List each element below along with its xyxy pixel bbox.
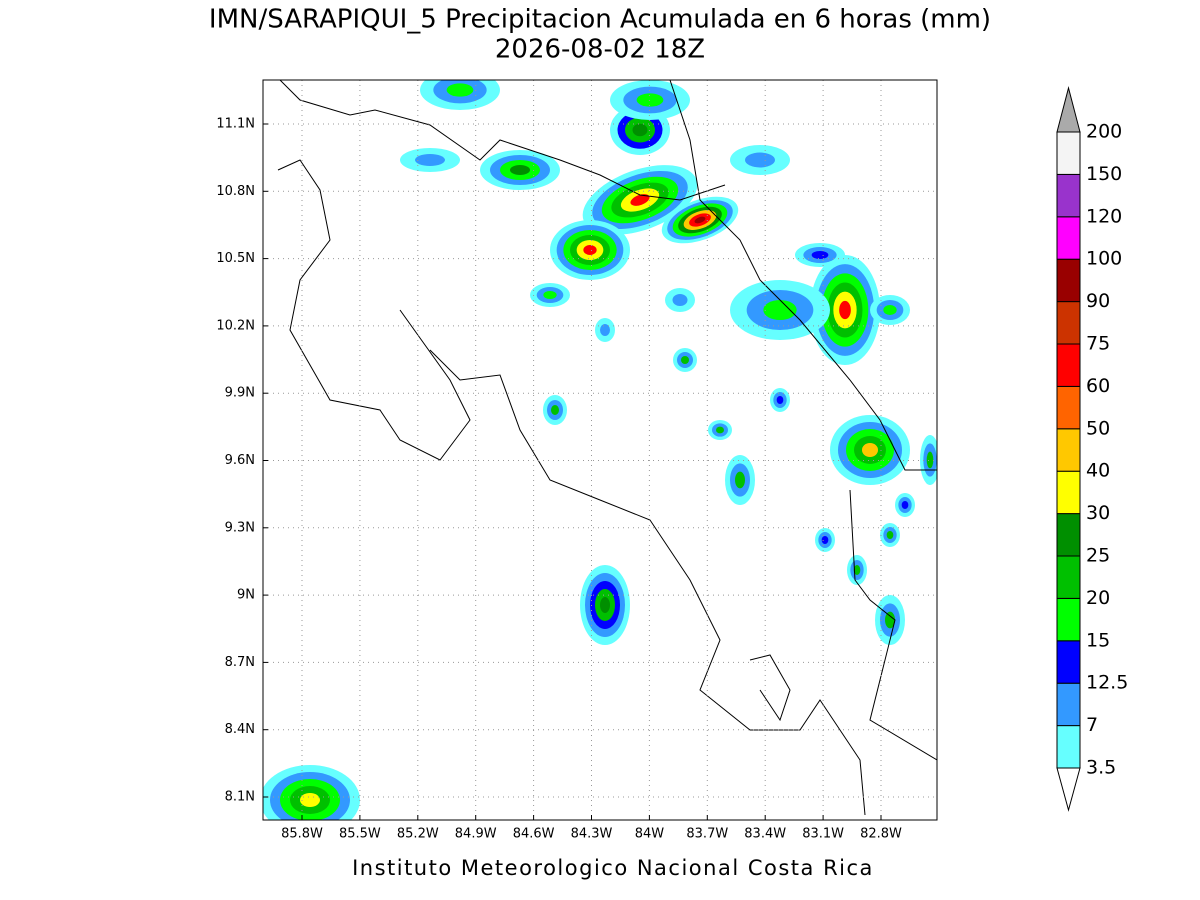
colorbar-label: 100 — [1086, 248, 1122, 270]
colorbar-swatch — [1056, 470, 1081, 515]
lon-label: 85.2W — [397, 827, 439, 842]
lon-label: 83.1W — [802, 827, 844, 842]
colorbar-swatch — [1056, 513, 1081, 557]
precip-area — [583, 245, 597, 255]
colorbar-label: 40 — [1086, 460, 1110, 482]
precip-area — [735, 471, 745, 489]
precip-area — [632, 123, 648, 137]
precip-area — [926, 451, 934, 469]
precip-area — [862, 443, 878, 457]
lat-label: 9.3N — [225, 520, 255, 535]
precip-area — [901, 501, 909, 509]
map-plot: 85.8W 85.5W 85.2W 84.9W 84.6W 84.3W 84W 83.7W 83… — [216, 79, 938, 842]
colorbar-label: 7 — [1086, 714, 1098, 736]
precip-area — [510, 165, 530, 175]
coastline — [277, 159, 471, 461]
lat-label: 11.1N — [216, 117, 255, 132]
lon-label: 85.5W — [339, 827, 381, 842]
precip-area — [600, 324, 610, 336]
precip-area — [672, 294, 688, 306]
colorbar-swatch — [1056, 301, 1081, 345]
subtitle: 2026-08-02 18Z — [495, 35, 705, 65]
lat-label: 8.1N — [225, 790, 255, 805]
precip-area — [300, 793, 320, 807]
colorbar-label: 60 — [1086, 375, 1110, 397]
colorbar-swatch — [1056, 555, 1081, 599]
colorbar-label: 3.5 — [1086, 757, 1116, 779]
colorbar-swatch — [1056, 640, 1081, 684]
colorbar-swatch — [1056, 173, 1081, 218]
precip-area — [551, 405, 559, 415]
colorbar-swatch — [1056, 682, 1081, 727]
precip-area — [839, 300, 851, 320]
precip-area — [694, 216, 706, 224]
lat-label: 10.8N — [216, 184, 255, 199]
colorbar-label: 25 — [1086, 545, 1110, 567]
precip-area — [776, 396, 784, 404]
lon-label: 83.4W — [744, 827, 786, 842]
lat-label: 9.9N — [225, 386, 255, 401]
colorbar-swatch — [1056, 385, 1081, 430]
colorbar: 3.5 7 12.5 15 20 25 30 40 50 60 75 90 100 120 150 200 — [1056, 86, 1128, 812]
colorbar-label: 20 — [1086, 587, 1110, 609]
precip-area — [446, 83, 474, 97]
precip-area — [883, 305, 897, 315]
precip-area — [821, 536, 829, 544]
coastline — [429, 349, 866, 816]
coastline — [669, 80, 937, 471]
map-content — [263, 80, 937, 820]
plot-frame — [262, 79, 938, 821]
coastline — [749, 654, 791, 722]
precip-area — [886, 531, 894, 539]
colorbar-label: 75 — [1086, 333, 1110, 355]
colorbar-swatch — [1056, 725, 1081, 769]
lat-label: 10.2N — [216, 318, 255, 333]
lon-label: 84W — [635, 827, 665, 842]
precip-area — [763, 300, 797, 320]
precip-area — [716, 426, 724, 434]
precip-area — [543, 291, 557, 299]
lat-label: 8.7N — [225, 655, 255, 670]
precip-area — [681, 356, 689, 364]
footer: Instituto Meteorologico Nacional Costa R… — [352, 856, 874, 880]
colorbar-label: 150 — [1086, 163, 1122, 185]
precip-area — [415, 154, 445, 166]
colorbar-label: 30 — [1086, 502, 1110, 524]
colorbar-swatch — [1056, 343, 1081, 387]
title: IMN/SARAPIQUI_5 Precipitacion Acumulada … — [209, 5, 991, 35]
colorbar-label: 120 — [1086, 205, 1122, 227]
lon-label: 84.3W — [571, 827, 613, 842]
precip-area — [630, 194, 650, 206]
lat-label: 9N — [237, 588, 255, 603]
coastline — [279, 80, 726, 201]
lon-label: 83.7W — [686, 827, 728, 842]
colorbar-swatch — [1056, 428, 1081, 472]
colorbar-swatch — [1056, 216, 1081, 260]
lon-label: 85.8W — [281, 827, 323, 842]
precip-area — [745, 152, 775, 168]
colorbar-swatch — [1056, 131, 1081, 175]
coastline — [849, 489, 937, 761]
lon-label: 82.8W — [860, 827, 902, 842]
lat-label: 8.4N — [225, 722, 255, 737]
colorbar-label: 15 — [1086, 629, 1110, 651]
precip-area — [600, 597, 610, 613]
lat-label: 9.6N — [225, 453, 255, 468]
precip-area — [853, 565, 861, 575]
colorbar-swatch — [1056, 597, 1081, 642]
lon-label: 84.6W — [513, 827, 555, 842]
precip-area — [885, 611, 895, 629]
colorbar-label: 200 — [1086, 121, 1122, 143]
lat-label: 10.5N — [216, 251, 255, 266]
colorbar-label: 50 — [1086, 417, 1110, 439]
colorbar-over — [1056, 86, 1081, 133]
colorbar-swatch — [1056, 258, 1081, 303]
lon-label: 84.9W — [455, 827, 497, 842]
colorbar-label: 12.5 — [1086, 672, 1128, 694]
colorbar-label: 90 — [1086, 290, 1110, 312]
precip-area — [636, 93, 664, 107]
precip-area — [811, 251, 829, 259]
colorbar-under — [1056, 767, 1081, 812]
